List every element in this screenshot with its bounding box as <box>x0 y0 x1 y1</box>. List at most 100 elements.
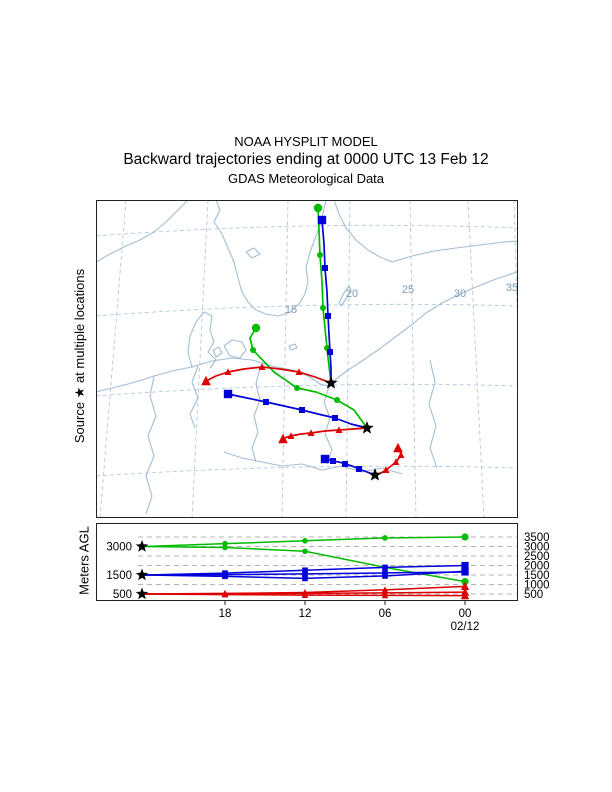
trajectory-blue-C-short-west <box>320 454 376 476</box>
circle-marker <box>294 385 300 391</box>
square-marker <box>330 458 336 464</box>
map-frame <box>96 200 518 518</box>
circle-marker <box>334 397 340 403</box>
square-marker <box>317 215 327 225</box>
profile-line-red-C-east <box>144 581 470 597</box>
square-marker <box>320 454 330 464</box>
triangle-marker <box>224 368 232 375</box>
triangle-marker <box>221 589 229 597</box>
circle-marker <box>461 578 469 586</box>
triangle-marker <box>460 581 470 590</box>
circle-marker <box>461 533 469 541</box>
map-coastlines <box>96 200 518 515</box>
source-star-icon <box>360 421 374 434</box>
triangle-marker <box>301 588 309 596</box>
x-tick-label: 00 <box>459 608 472 620</box>
square-marker <box>382 570 388 576</box>
square-marker <box>263 399 269 405</box>
source-locations-label: Source ★ at multiple locations <box>72 268 87 444</box>
trajectory-path <box>317 207 332 384</box>
circle-marker <box>382 535 388 541</box>
lon-label: 20 <box>346 288 358 300</box>
trajectory-blue-A-north <box>317 215 333 383</box>
square-marker <box>222 571 228 578</box>
circle-marker <box>302 538 308 544</box>
source-star-icon <box>368 468 382 481</box>
triangle-marker <box>382 466 390 473</box>
lon-label: 15 <box>285 304 297 316</box>
square-marker <box>461 561 469 570</box>
triangle-marker <box>201 375 211 386</box>
square-marker <box>325 313 331 319</box>
lon-label: 30 <box>454 288 466 300</box>
source-star-icon <box>324 376 338 389</box>
right-height-label: 3000 <box>524 542 550 554</box>
lon-label: 25 <box>402 284 414 296</box>
left-height-label: 1500 <box>106 570 132 582</box>
met-data-subtitle: GDAS Meteorological Data <box>227 171 385 186</box>
circle-marker <box>251 323 261 333</box>
lon-label: 35 <box>506 282 518 294</box>
left-height-label: 500 <box>113 589 132 601</box>
square-marker <box>382 573 388 579</box>
square-marker <box>382 564 388 571</box>
square-marker <box>299 407 305 413</box>
triangle-marker <box>460 587 470 596</box>
model-title: NOAA HYSPLIT MODEL <box>234 134 378 149</box>
square-marker <box>327 349 333 355</box>
triangle-marker <box>397 451 405 458</box>
start-height-star-icon <box>135 587 149 600</box>
profile-line-green-A-north <box>144 533 469 548</box>
meters-agl-label: Meters AGL <box>76 526 92 595</box>
start-height-star-icon <box>135 540 149 552</box>
trajectory-blue-B-west <box>223 389 368 429</box>
right-height-label: 1500 <box>524 570 550 582</box>
map-lon-labels: 15 20 25 30 35 <box>285 282 518 316</box>
right-height-label: 1000 <box>524 580 550 592</box>
square-marker <box>342 461 348 467</box>
square-marker <box>332 415 338 421</box>
triangle-marker <box>381 586 389 593</box>
figure-title: Backward trajectories ending at 0000 UTC… <box>123 151 489 168</box>
square-marker <box>461 568 469 576</box>
start-height-star-icon <box>135 568 149 581</box>
triangle-marker <box>287 432 295 439</box>
right-height-label: 3500 <box>524 532 550 544</box>
right-height-label: 500 <box>524 589 543 601</box>
square-marker <box>302 567 308 574</box>
right-height-label: 2000 <box>524 561 550 573</box>
triangle-marker <box>393 442 403 453</box>
square-marker <box>302 571 308 577</box>
circle-marker <box>313 203 323 213</box>
trajectory-path <box>249 327 368 429</box>
square-marker <box>356 466 362 472</box>
trajectory-green-B-arc-to-denmark <box>249 323 368 429</box>
triangle-marker <box>295 368 303 375</box>
triangle-marker <box>392 458 400 465</box>
x-tick-label: 12 <box>299 608 312 620</box>
triangle-marker <box>335 426 343 433</box>
square-marker <box>322 265 328 271</box>
x-tick-label: 06 <box>379 608 392 620</box>
circle-marker <box>250 347 256 353</box>
x-date-label: 02/12 <box>451 621 480 633</box>
trajectory-red-A-west <box>201 363 332 386</box>
circle-marker <box>320 305 326 311</box>
trajectory-red-C-east <box>374 442 405 476</box>
circle-marker <box>317 252 323 258</box>
x-tick-label: 18 <box>219 608 232 620</box>
trajectory-red-B-west <box>278 426 368 444</box>
figure-titles: NOAA HYSPLIT MODEL Backward trajectories… <box>0 134 612 187</box>
trajectory-map: 15 20 25 30 35 <box>96 200 518 518</box>
square-marker <box>223 389 233 399</box>
profile-line-blue-C-short-west <box>144 568 469 578</box>
circle-marker <box>302 548 308 555</box>
right-height-label: 2500 <box>524 551 550 563</box>
left-height-label: 3000 <box>106 542 132 554</box>
triangle-marker <box>307 429 315 436</box>
profile-frame <box>96 523 518 601</box>
trajectory-path <box>227 393 368 429</box>
square-marker <box>302 575 308 582</box>
trajectory-green-A-north <box>313 203 332 384</box>
